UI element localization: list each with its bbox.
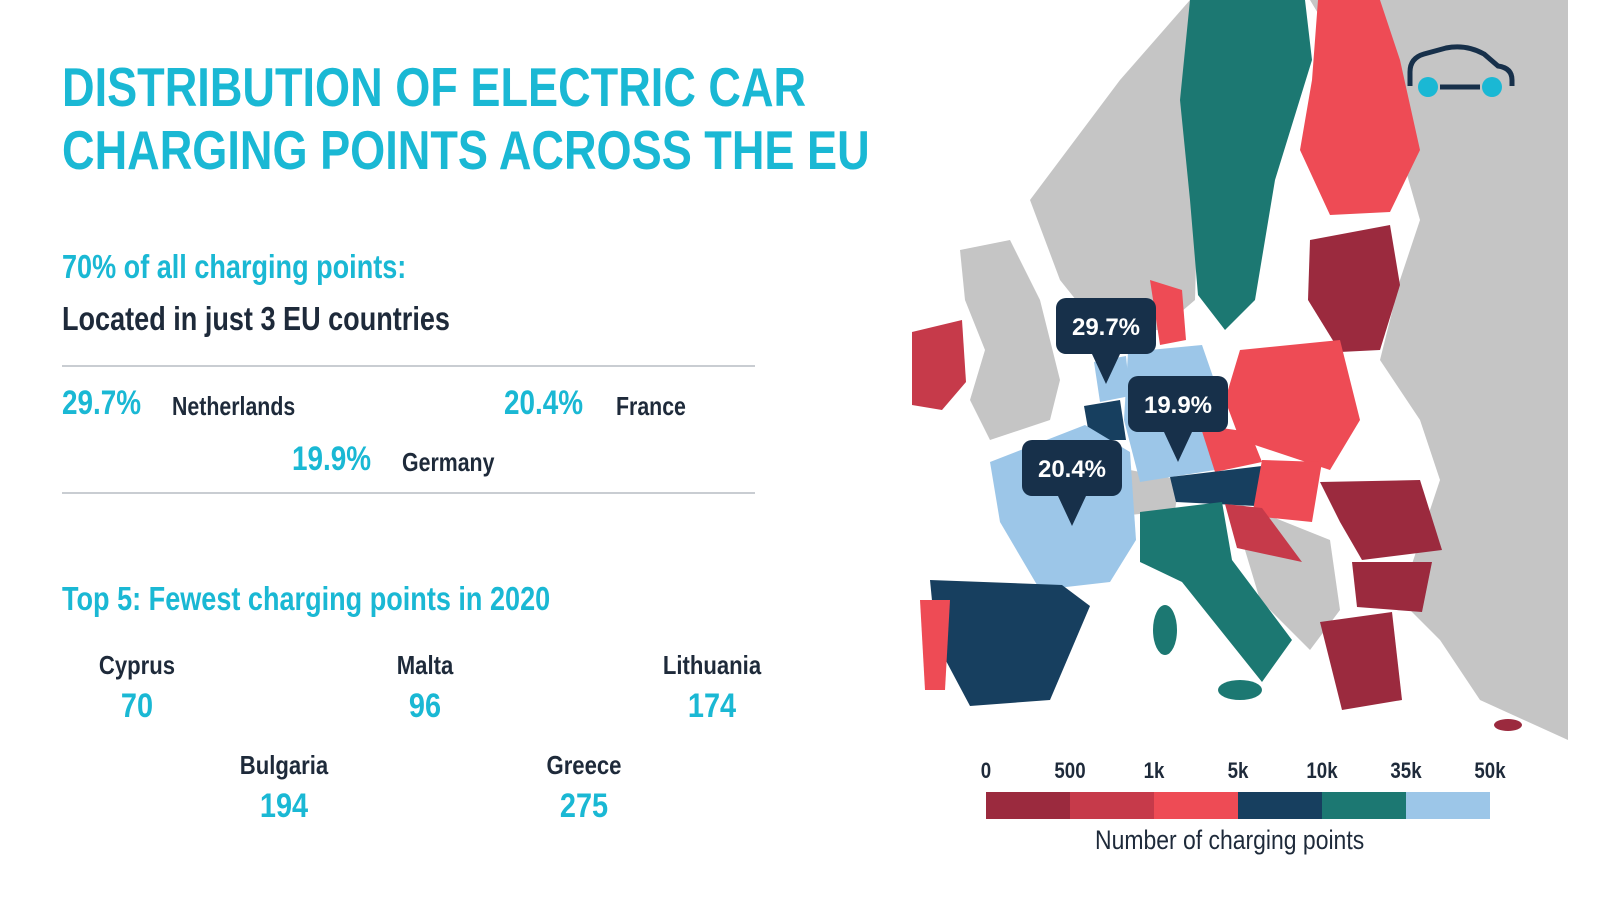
legend-color-bar <box>986 792 1490 819</box>
svg-text:20.4%: 20.4% <box>1038 456 1106 483</box>
fewest-item-greece: Greece 275 <box>546 750 622 825</box>
stat-france: 20.4% France <box>504 384 686 422</box>
legend-swatch <box>1070 792 1154 819</box>
legend-swatch <box>1406 792 1490 819</box>
callout-france: 20.4% <box>1022 440 1122 526</box>
country-sardinia <box>1153 605 1177 655</box>
country-poland <box>1225 340 1360 470</box>
callout-netherlands: 29.7% <box>1056 298 1156 384</box>
car-icon <box>1407 44 1515 97</box>
legend-label: 35k <box>1390 758 1422 783</box>
country-finland <box>1300 0 1420 215</box>
stat-netherlands: 29.7% Netherlands <box>62 384 296 422</box>
legend-label: 5k <box>1227 758 1249 783</box>
page-title: DISTRIBUTION OF ELECTRIC CAR CHARGING PO… <box>62 56 1047 182</box>
callout-germany: 19.9% <box>1128 376 1228 462</box>
title-line-2: CHARGING POINTS ACROSS THE EU <box>62 119 870 181</box>
legend-label: 500 <box>1054 758 1086 783</box>
legend-swatch <box>1238 792 1322 819</box>
fewest-item-bulgaria: Bulgaria 194 <box>239 750 329 825</box>
title-line-1: DISTRIBUTION OF ELECTRIC CAR <box>62 56 807 118</box>
legend-title: Number of charging points <box>1095 825 1365 855</box>
country-cyprus <box>1494 719 1522 731</box>
country-austria <box>1170 466 1262 506</box>
country-ireland <box>912 320 966 410</box>
svg-text:19.9%: 19.9% <box>1144 392 1212 419</box>
country-sweden <box>1180 0 1312 330</box>
country-denmark <box>1150 280 1186 345</box>
stat-germany: 19.9% Germany <box>292 440 495 478</box>
legend-swatch <box>1154 792 1238 819</box>
fewest-item-lithuania: Lithuania 174 <box>662 650 762 725</box>
country-italy <box>1140 502 1292 682</box>
divider <box>62 365 755 367</box>
legend-label: 1k <box>1143 758 1165 783</box>
country-baltics <box>1308 225 1400 352</box>
country-belgium <box>1084 400 1126 440</box>
legend-swatch <box>1322 792 1406 819</box>
country-bulgaria <box>1352 562 1432 612</box>
fewest-heading: Top 5: Fewest charging points in 2020 <box>62 580 551 617</box>
country-croatia-slovenia <box>1225 504 1302 562</box>
svg-text:29.7%: 29.7% <box>1072 314 1140 341</box>
legend-swatch <box>986 792 1070 819</box>
summary-heading: 70% of all charging points: <box>62 248 407 285</box>
summary-subheading: Located in just 3 EU countries <box>62 300 450 337</box>
fewest-item-cyprus: Cyprus 70 <box>98 650 176 725</box>
europe-map: 29.7% 19.9% 20.4% <box>912 0 1568 740</box>
legend-label: 10k <box>1306 758 1338 783</box>
country-hungary-slovakia <box>1252 460 1322 522</box>
divider <box>62 492 755 494</box>
fewest-item-malta: Malta 96 <box>396 650 454 725</box>
country-romania <box>1320 480 1442 560</box>
country-spain <box>930 580 1090 706</box>
country-greece <box>1320 612 1402 710</box>
legend-label: 0 <box>980 758 992 783</box>
legend-label: 50k <box>1474 758 1506 783</box>
country-sicily <box>1218 680 1262 700</box>
country-portugal <box>920 600 950 690</box>
country-czechia <box>1200 425 1262 472</box>
non-eu-land <box>960 0 1568 740</box>
